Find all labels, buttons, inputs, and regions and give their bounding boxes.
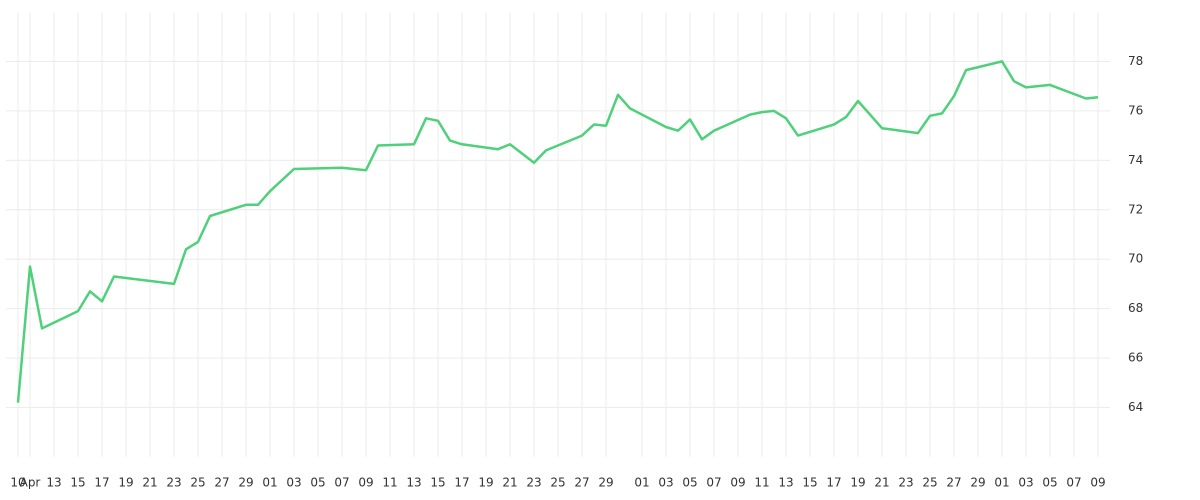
x-tick-label: 13 [406,476,421,490]
x-tick-label: 01 [994,476,1009,490]
x-tick-label: 25 [922,476,937,490]
x-tick-label: 27 [214,476,229,490]
y-tick-label: 76 [1128,103,1143,117]
x-tick-label: 03 [286,476,301,490]
x-tick-label: 21 [142,476,157,490]
x-tick-label: 07 [1066,476,1081,490]
y-tick-label: 72 [1128,202,1143,216]
y-tick-label: 64 [1128,400,1143,414]
x-tick-label: 15 [802,476,817,490]
y-tick-label: 66 [1128,351,1143,365]
x-tick-label: 11 [754,476,769,490]
x-tick-label: 01 [262,476,277,490]
x-tick-label: 09 [358,476,373,490]
x-tick-label: 15 [430,476,445,490]
x-tick-label: 21 [874,476,889,490]
y-tick-label: 70 [1128,252,1143,266]
x-tick-label: Apr [20,476,41,490]
x-tick-label: 25 [550,476,565,490]
x-tick-label: 29 [238,476,253,490]
x-tick-label: 10 [10,476,25,490]
x-tick-label: 07 [706,476,721,490]
x-tick-label: 23 [526,476,541,490]
y-tick-label: 78 [1128,54,1143,68]
x-tick-label: 27 [946,476,961,490]
x-tick-label: 29 [970,476,985,490]
x-tick-label: 03 [658,476,673,490]
x-tick-label: 21 [502,476,517,490]
x-tick-label: 11 [382,476,397,490]
x-tick-label: 29 [598,476,613,490]
x-tick-label: 09 [730,476,745,490]
x-tick-label: 23 [898,476,913,490]
x-tick-label: 03 [1018,476,1033,490]
y-tick-label: 74 [1128,153,1143,167]
x-tick-label: 13 [46,476,61,490]
x-tick-label: 07 [334,476,349,490]
x-tick-label: 13 [778,476,793,490]
x-tick-label: 09 [1090,476,1105,490]
x-tick-label: 15 [70,476,85,490]
x-tick-label: 23 [166,476,181,490]
x-tick-label: 17 [94,476,109,490]
x-tick-label: 05 [682,476,697,490]
x-tick-label: 01 [634,476,649,490]
x-tick-label: 19 [850,476,865,490]
x-tick-label: 19 [118,476,133,490]
x-tick-label: 17 [826,476,841,490]
x-tick-label: 05 [1042,476,1057,490]
x-tick-label: 19 [478,476,493,490]
x-tick-label: 27 [574,476,589,490]
y-tick-label: 68 [1128,301,1143,315]
x-tick-label: 17 [454,476,469,490]
x-tick-label: 05 [310,476,325,490]
line [16,60,1099,403]
x-tick-label: 25 [190,476,205,490]
